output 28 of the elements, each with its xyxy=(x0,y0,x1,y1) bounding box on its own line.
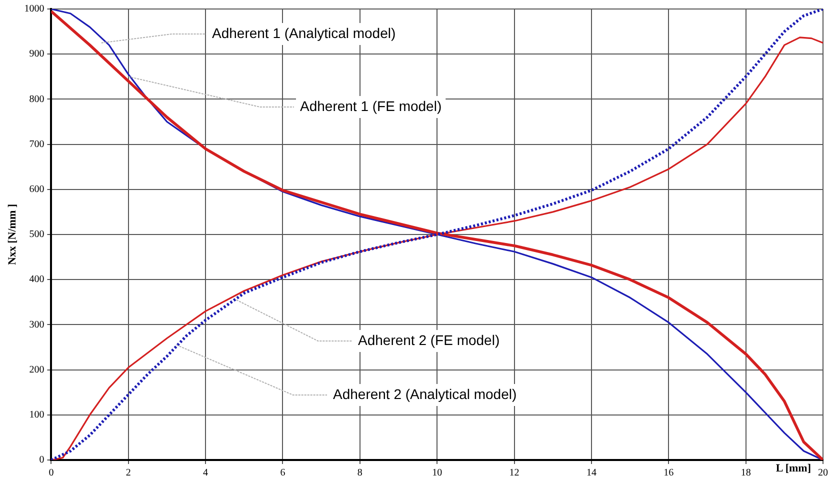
y-tick-label: 400 xyxy=(29,274,44,286)
y-tick-label: 800 xyxy=(29,94,44,105)
y-tick-label: 1000 xyxy=(24,4,44,15)
x-tick-label: 16 xyxy=(664,468,674,479)
x-tick-label: 12 xyxy=(509,468,520,479)
x-tick-label: 2 xyxy=(126,468,131,479)
y-tick-label: 700 xyxy=(29,138,44,150)
annotation: Adherent 1 (FE model) xyxy=(300,98,442,114)
annotation: Adherent 1 (Analytical model) xyxy=(212,24,396,41)
y-tick-label: 300 xyxy=(29,319,44,330)
annotation: Adherent 2 (FE model) xyxy=(358,332,500,348)
y-tick-label: 200 xyxy=(29,364,44,376)
y-axis-title: Nxx [N/mm ] xyxy=(6,204,18,266)
x-tick-label: 8 xyxy=(357,468,362,479)
x-tick-label: 10 xyxy=(432,468,442,479)
y-tick-label: 600 xyxy=(29,184,44,196)
annotation: Adherent 2 (Analytical model) xyxy=(333,386,517,402)
x-tick-label: 0 xyxy=(48,468,54,479)
x-tick-label: 6 xyxy=(280,468,286,479)
x-tick-label: 4 xyxy=(203,468,208,479)
x-tick-label: 20 xyxy=(818,468,828,479)
y-tick-label: 500 xyxy=(29,229,44,240)
y-tick-label: 100 xyxy=(29,410,44,421)
x-axis-title: L [mm] xyxy=(776,462,811,474)
y-tick-label: 900 xyxy=(29,48,44,60)
y-tick-label: 0 xyxy=(39,454,44,466)
x-tick-label: 18 xyxy=(740,468,751,479)
x-tick-label: 14 xyxy=(586,468,596,479)
